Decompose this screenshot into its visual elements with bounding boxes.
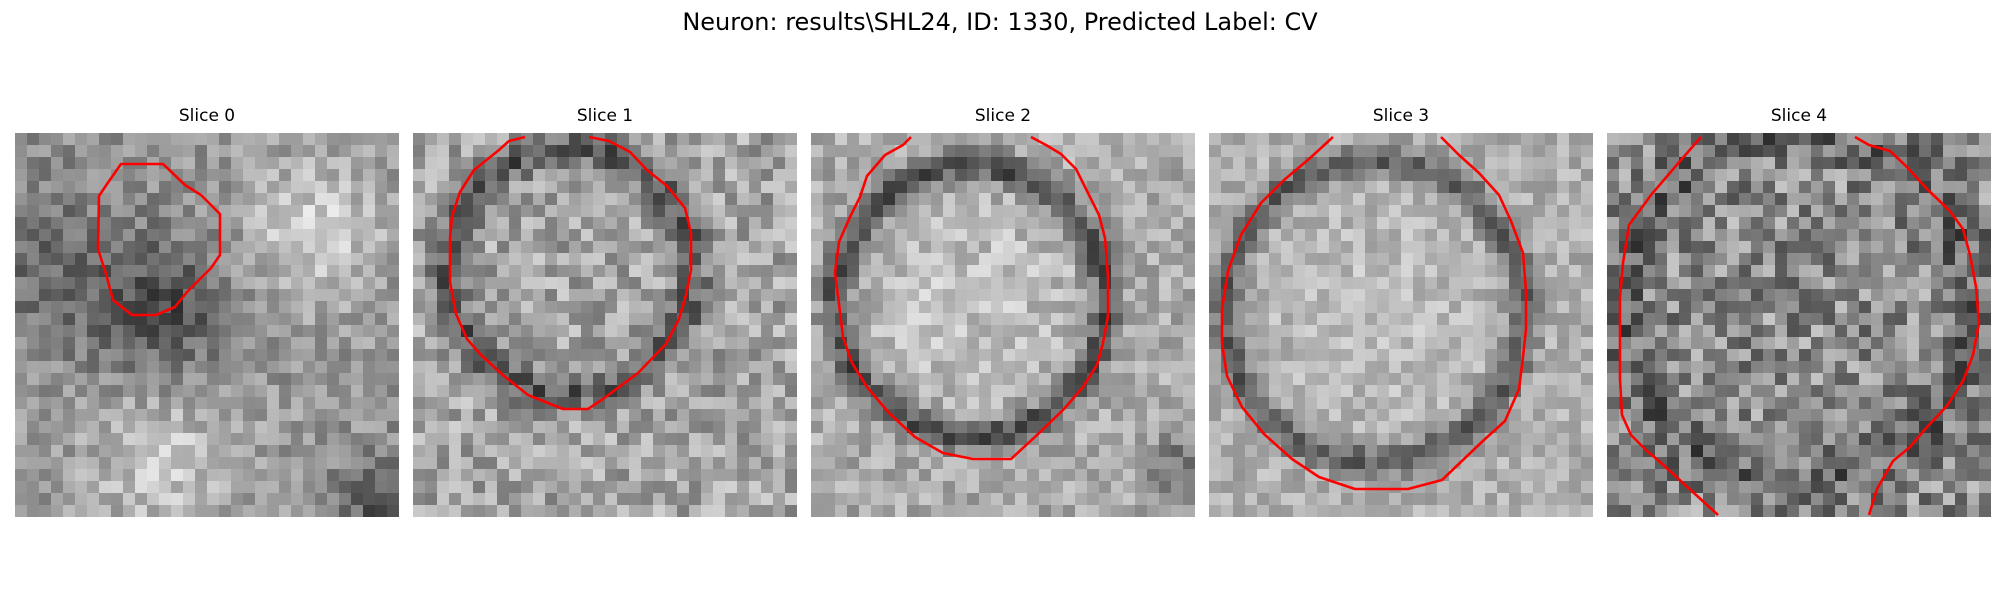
- slice-image-2: [811, 133, 1195, 517]
- slice-image-1: [413, 133, 797, 517]
- neuron-contour-1: [448, 135, 693, 411]
- neuron-contour-4b: [1854, 135, 1981, 516]
- slice-title-2: Slice 2: [974, 106, 1032, 126]
- neuron-contour-2: [833, 135, 1110, 461]
- neuron-contour-4: [1618, 136, 1719, 516]
- slice-image-0: [15, 133, 399, 517]
- slice-title-4: Slice 4: [1770, 106, 1828, 126]
- neuron-contour-3: [1220, 136, 1528, 491]
- neuron-contour-0: [96, 162, 222, 317]
- slice-title-1: Slice 1: [576, 106, 634, 126]
- figure-title: Neuron: results\SHL24, ID: 1330, Predict…: [682, 8, 1318, 36]
- slice-image-3: [1209, 133, 1593, 517]
- slice-title-0: Slice 0: [178, 106, 236, 126]
- slice-title-3: Slice 3: [1372, 106, 1430, 126]
- slice-image-4: [1607, 133, 1991, 517]
